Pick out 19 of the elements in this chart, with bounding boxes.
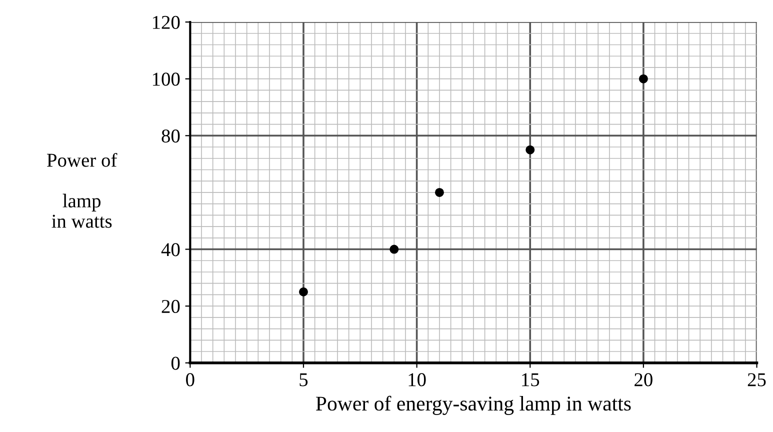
x-tick-label: 20 xyxy=(634,373,652,386)
x-tick-label: 15 xyxy=(522,373,540,386)
point xyxy=(638,74,648,84)
y-tick-label: 20 xyxy=(162,300,180,314)
text: Power of lamp in watts xyxy=(47,152,118,228)
point xyxy=(526,145,535,154)
y-tick-label: 120 xyxy=(152,16,180,29)
point xyxy=(434,188,444,197)
point xyxy=(298,287,308,296)
point xyxy=(390,244,399,254)
y-tick-label: 40 xyxy=(161,243,180,256)
y-tick-label: 100 xyxy=(152,72,180,86)
y-tick-label: 80 xyxy=(162,129,180,143)
x-tick-label: 0 xyxy=(186,373,194,386)
x-tick-label: 10 xyxy=(408,373,426,386)
y-tick-label: 0 xyxy=(171,356,180,370)
x-tick-label: 5 xyxy=(300,373,308,386)
x-axis-title: Power of energy-saving lamp in watts xyxy=(316,396,631,415)
x-tick-label: 25 xyxy=(748,373,766,386)
